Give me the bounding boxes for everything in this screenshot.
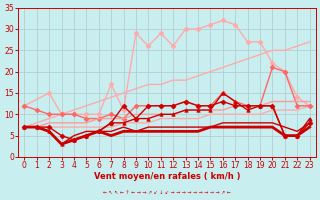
X-axis label: Vent moyen/en rafales ( km/h ): Vent moyen/en rafales ( km/h ) <box>94 172 240 181</box>
Text: ← ↖ ↖ ← ↑ ← → → ↗ ↙ ↓ ↙ → → → → → → → → → ↗ ←: ← ↖ ↖ ← ↑ ← → → ↗ ↙ ↓ ↙ → → → → → → → → … <box>103 190 231 195</box>
